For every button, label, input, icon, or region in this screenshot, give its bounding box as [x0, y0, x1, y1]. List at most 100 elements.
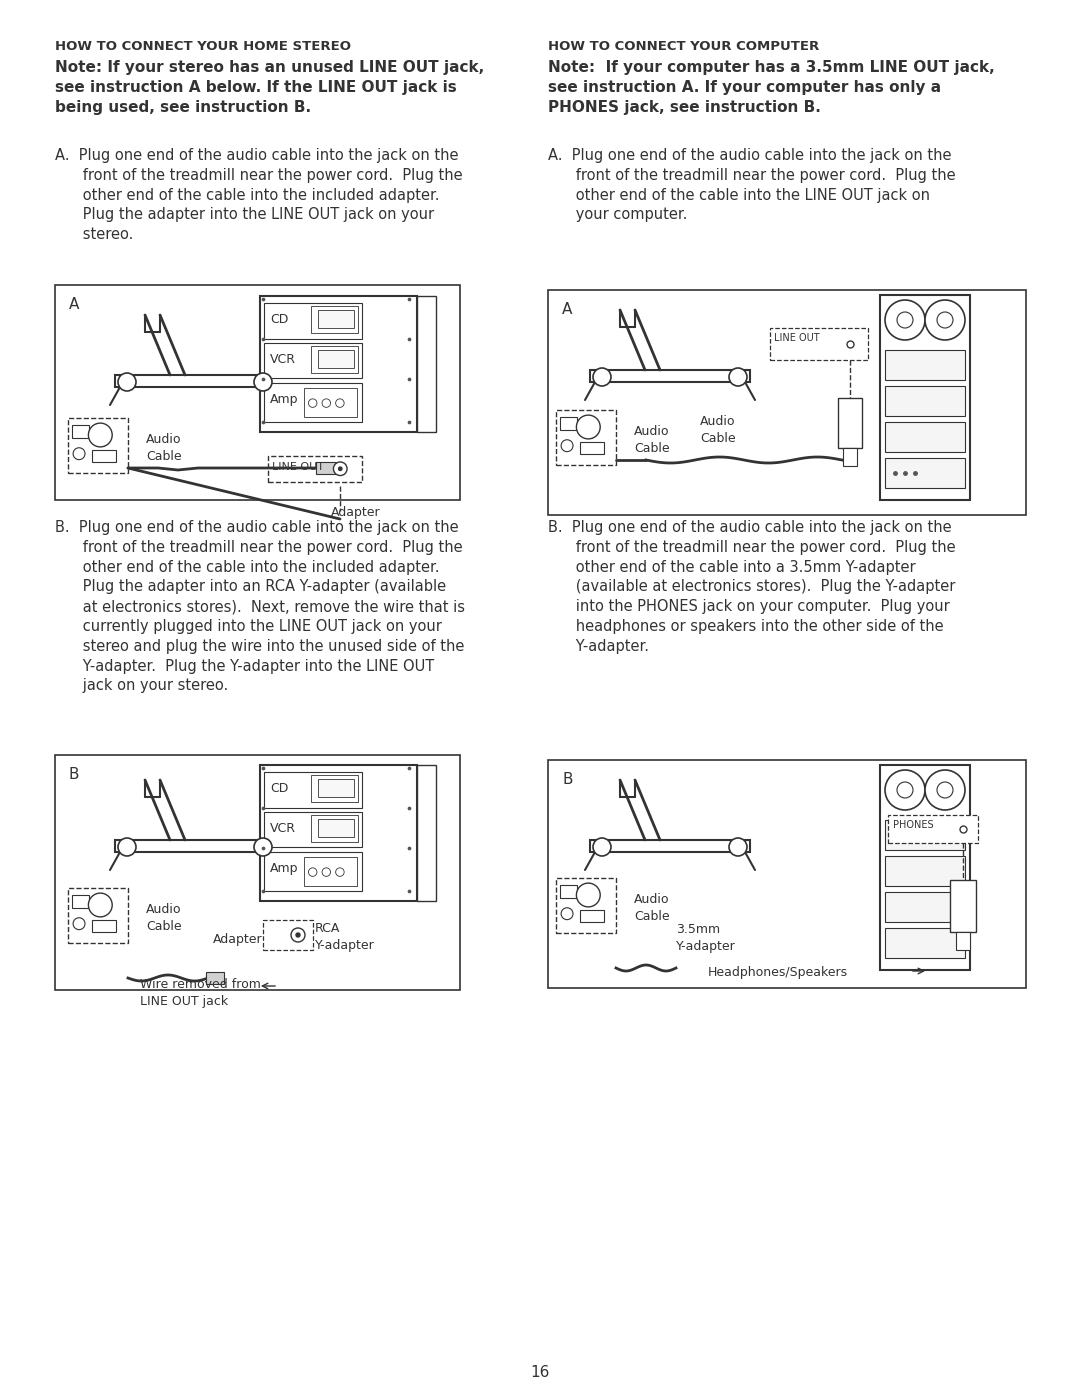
Bar	[114, 840, 275, 852]
Circle shape	[562, 908, 573, 919]
Bar	[580, 443, 604, 454]
Bar	[264, 921, 313, 950]
Circle shape	[897, 312, 913, 328]
Circle shape	[334, 462, 347, 475]
Text: Audio
Cable: Audio Cable	[146, 902, 181, 933]
Circle shape	[322, 400, 330, 408]
Text: RCA
Y-adapter: RCA Y-adapter	[315, 922, 375, 951]
Bar	[92, 921, 116, 932]
Bar	[260, 296, 417, 432]
Text: A.  Plug one end of the audio cable into the jack on the
      front of the trea: A. Plug one end of the audio cable into …	[55, 148, 462, 242]
Circle shape	[897, 782, 913, 798]
Circle shape	[118, 373, 136, 391]
Circle shape	[89, 893, 112, 916]
Circle shape	[336, 400, 345, 408]
Bar	[68, 888, 127, 943]
Bar	[556, 409, 616, 465]
Text: Wire removed from
LINE OUT jack: Wire removed from LINE OUT jack	[140, 978, 261, 1009]
Bar	[885, 458, 966, 488]
Bar	[311, 816, 357, 842]
Bar	[72, 425, 90, 439]
Bar	[880, 766, 970, 970]
Circle shape	[562, 440, 573, 451]
Text: B.  Plug one end of the audio cable into the jack on the
      front of the trea: B. Plug one end of the audio cable into …	[55, 520, 465, 693]
Circle shape	[577, 883, 600, 907]
Bar	[548, 760, 1026, 988]
Bar	[556, 877, 616, 933]
Bar	[561, 884, 577, 898]
Bar	[561, 416, 577, 430]
Bar	[956, 932, 970, 950]
Circle shape	[322, 868, 330, 876]
Circle shape	[309, 868, 316, 876]
Bar	[885, 928, 966, 958]
Bar	[268, 455, 362, 482]
Bar	[885, 386, 966, 416]
Bar	[72, 895, 90, 908]
Text: Adapter: Adapter	[213, 933, 262, 946]
Bar	[68, 418, 127, 474]
Text: 3.5mm
Y-adapter: 3.5mm Y-adapter	[676, 923, 735, 953]
Circle shape	[118, 838, 136, 856]
Bar	[265, 852, 362, 891]
Text: Audio
Cable: Audio Cable	[634, 893, 670, 923]
Circle shape	[577, 415, 600, 439]
Circle shape	[336, 868, 345, 876]
Bar	[950, 880, 976, 932]
Bar	[311, 306, 357, 334]
Circle shape	[309, 400, 316, 408]
Bar	[260, 766, 417, 901]
Text: 16: 16	[530, 1365, 550, 1380]
Bar	[885, 422, 966, 453]
Text: Amp: Amp	[270, 862, 299, 875]
Bar	[265, 812, 362, 848]
Text: Amp: Amp	[270, 393, 299, 407]
Bar	[888, 814, 978, 842]
Text: HOW TO CONNECT YOUR COMPUTER: HOW TO CONNECT YOUR COMPUTER	[548, 41, 820, 53]
Text: CD: CD	[270, 782, 288, 795]
Bar	[318, 310, 353, 328]
Bar	[590, 840, 750, 852]
Bar	[114, 374, 275, 387]
Bar	[265, 342, 362, 379]
Bar	[305, 388, 356, 416]
Bar	[316, 462, 336, 474]
Text: Audio
Cable: Audio Cable	[634, 425, 670, 455]
Circle shape	[885, 300, 924, 339]
Circle shape	[729, 367, 747, 386]
Circle shape	[73, 448, 85, 460]
Circle shape	[254, 838, 272, 856]
Text: A.  Plug one end of the audio cable into the jack on the
      front of the trea: A. Plug one end of the audio cable into …	[548, 148, 956, 222]
Bar	[318, 819, 353, 837]
Bar	[265, 383, 362, 422]
Circle shape	[729, 838, 747, 856]
Text: Note:  If your computer has a 3.5mm LINE OUT jack,
see instruction A. If your co: Note: If your computer has a 3.5mm LINE …	[548, 60, 995, 115]
Text: B: B	[562, 773, 572, 787]
Bar	[885, 351, 966, 380]
Bar	[311, 346, 357, 373]
Bar	[580, 911, 604, 922]
Bar	[417, 296, 436, 432]
Bar	[880, 295, 970, 500]
Bar	[885, 893, 966, 922]
Text: A: A	[69, 298, 79, 312]
Bar	[318, 778, 353, 798]
Bar	[55, 754, 460, 990]
Circle shape	[885, 770, 924, 810]
Bar	[206, 972, 224, 983]
Text: Note: If your stereo has an unused LINE OUT jack,
see instruction A below. If th: Note: If your stereo has an unused LINE …	[55, 60, 484, 115]
Bar	[548, 291, 1026, 515]
Bar	[885, 856, 966, 886]
Circle shape	[73, 918, 85, 929]
Circle shape	[296, 933, 300, 937]
Circle shape	[89, 423, 112, 447]
Bar	[265, 303, 362, 338]
Bar	[843, 448, 858, 467]
Text: LINE OUT: LINE OUT	[774, 332, 820, 344]
Text: A: A	[562, 302, 572, 317]
Text: VCR: VCR	[270, 821, 296, 835]
Bar	[92, 450, 116, 462]
Text: B: B	[69, 767, 80, 782]
Circle shape	[593, 367, 611, 386]
Bar	[311, 775, 357, 802]
